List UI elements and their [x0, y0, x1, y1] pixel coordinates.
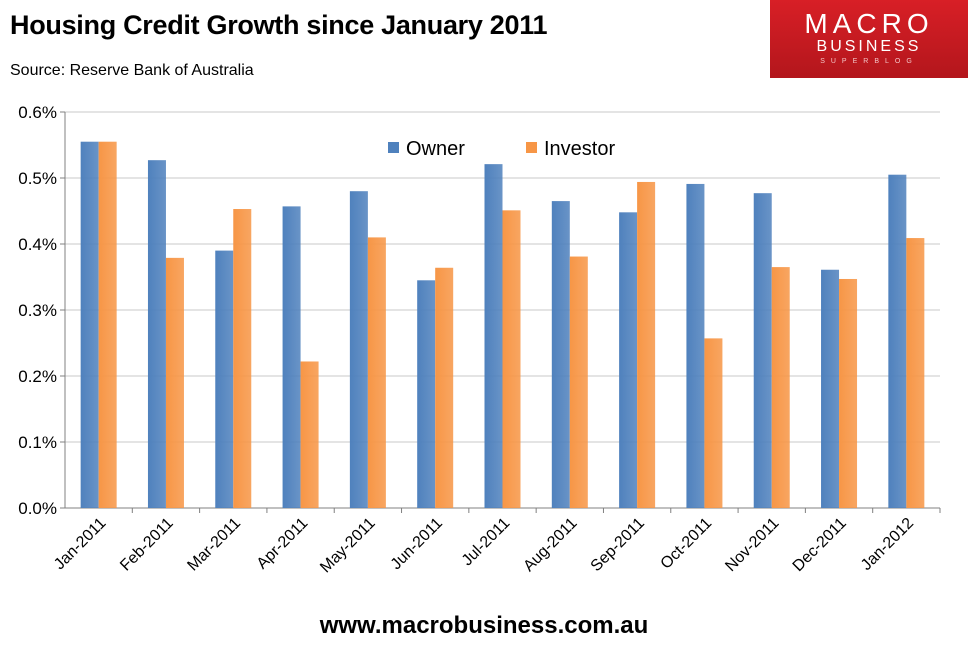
bar-investor — [233, 209, 252, 508]
x-tick-label: May-2011 — [317, 515, 379, 577]
logo-line-3: SUPERBLOG — [820, 58, 918, 65]
logo-line-2: BUSINESS — [816, 38, 922, 55]
bar-investor — [165, 257, 184, 508]
x-tick-label: Sep-2011 — [588, 515, 648, 575]
x-tick-label: Jan-2012 — [858, 515, 917, 574]
footer-url: www.macrobusiness.com.au — [319, 612, 649, 639]
bar-owner — [80, 141, 99, 508]
bar-owner — [821, 269, 840, 508]
x-tick-label: Apr-2011 — [254, 515, 312, 573]
legend-label: Investor — [544, 138, 615, 160]
legend-label: Owner — [406, 138, 465, 160]
bar-owner — [619, 212, 638, 508]
macrobusiness-logo: MACRO BUSINESS SUPERBLOG — [770, 0, 968, 78]
y-tick-label: 0.3% — [18, 301, 57, 320]
bar-investor — [435, 267, 454, 508]
bar-owner — [888, 174, 907, 508]
bar-owner — [349, 191, 368, 508]
bar-investor — [704, 338, 723, 508]
bar-owner — [215, 250, 234, 508]
bar-investor — [569, 256, 588, 508]
bar-investor — [637, 181, 656, 508]
bar-owner — [753, 193, 772, 508]
x-tick-label: Aug-2011 — [520, 515, 580, 575]
bar-owner — [484, 164, 503, 508]
y-tick-label: 0.6% — [18, 103, 57, 122]
bar-owner — [147, 160, 166, 508]
x-tick-label: Oct-2011 — [658, 515, 716, 573]
y-tick-label: 0.1% — [18, 433, 57, 452]
chart-title: Housing Credit Growth since January 2011 — [10, 10, 548, 40]
bar-owner — [551, 201, 570, 508]
x-tick-label: Mar-2011 — [184, 515, 244, 575]
bar-investor — [367, 237, 386, 508]
bar-investor — [502, 210, 521, 508]
y-tick-label: 0.0% — [18, 499, 57, 518]
bar-owner — [686, 183, 705, 508]
bar-investor — [771, 267, 790, 508]
bar-investor — [839, 278, 858, 508]
x-tick-label: Jan-2011 — [51, 515, 109, 573]
bar-owner — [417, 280, 436, 508]
bar-investor — [300, 361, 319, 508]
bar-owner — [282, 206, 301, 508]
x-tick-label: Feb-2011 — [117, 515, 177, 575]
bar-investor — [906, 238, 925, 508]
x-tick-label: Jul-2011 — [459, 515, 514, 570]
legend-swatch — [526, 142, 537, 153]
y-tick-label: 0.5% — [18, 169, 57, 188]
chart-subtitle: Source: Reserve Bank of Australia — [10, 62, 254, 79]
bar-investor — [98, 141, 117, 508]
x-tick-label: Jun-2011 — [388, 515, 446, 573]
x-tick-label: Nov-2011 — [722, 515, 782, 575]
y-tick-label: 0.4% — [18, 235, 57, 254]
logo-line-1: MACRO — [804, 8, 934, 39]
legend-swatch — [388, 142, 399, 153]
x-tick-label: Dec-2011 — [790, 515, 850, 575]
y-tick-label: 0.2% — [18, 367, 57, 386]
